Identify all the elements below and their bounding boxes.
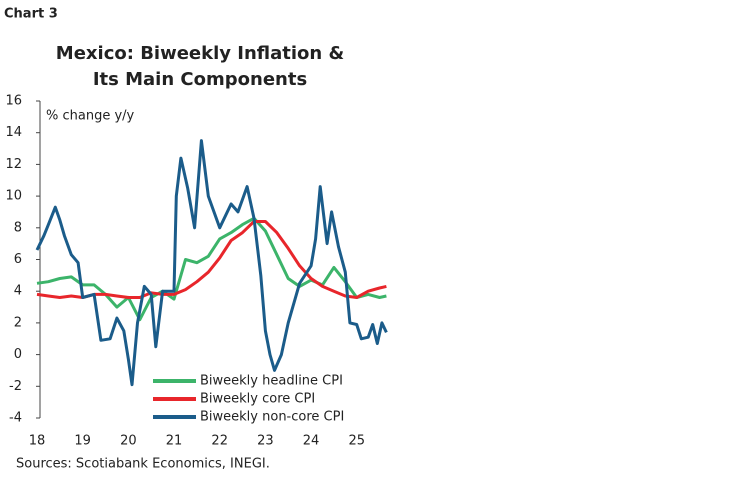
y-tick-label: 4: [14, 284, 22, 299]
x-tick-label: 25: [348, 434, 365, 449]
legend-label: Biweekly headline CPI: [200, 374, 343, 389]
y-tick-label: -2: [9, 379, 22, 394]
y-tick-label: 14: [5, 125, 22, 140]
x-tick-label: 23: [257, 434, 274, 449]
chart-title: Mexico: Biweekly Inflation &: [56, 43, 344, 64]
legend-label: Biweekly non-core CPI: [200, 410, 344, 425]
chart-title: Its Main Components: [93, 69, 307, 90]
legend-label: Biweekly core CPI: [200, 392, 315, 407]
y-tick-label: 2: [14, 315, 22, 330]
y-tick-label: 0: [14, 347, 22, 362]
x-tick-label: 20: [120, 434, 137, 449]
y-tick-label: 8: [14, 220, 22, 235]
x-tick-label: 19: [74, 434, 91, 449]
y-tick-label: 12: [5, 157, 22, 172]
y-tick-label: -4: [9, 411, 22, 426]
series-line: [36, 216, 387, 322]
chart-label: Chart 3: [4, 7, 58, 22]
y-tick-label: 10: [5, 189, 22, 204]
source-note: Sources: Scotiabank Economics, INEGI.: [16, 457, 270, 472]
series-line: [35, 139, 388, 387]
x-tick-label: 22: [211, 434, 228, 449]
y-tick-label: 16: [5, 94, 22, 109]
x-tick-label: 21: [166, 434, 183, 449]
y-tick-label: 6: [14, 252, 22, 267]
y-axis-label: % change y/y: [46, 109, 135, 124]
x-tick-label: 24: [303, 434, 320, 449]
series-line: [36, 220, 387, 299]
x-tick-label: 18: [29, 434, 46, 449]
